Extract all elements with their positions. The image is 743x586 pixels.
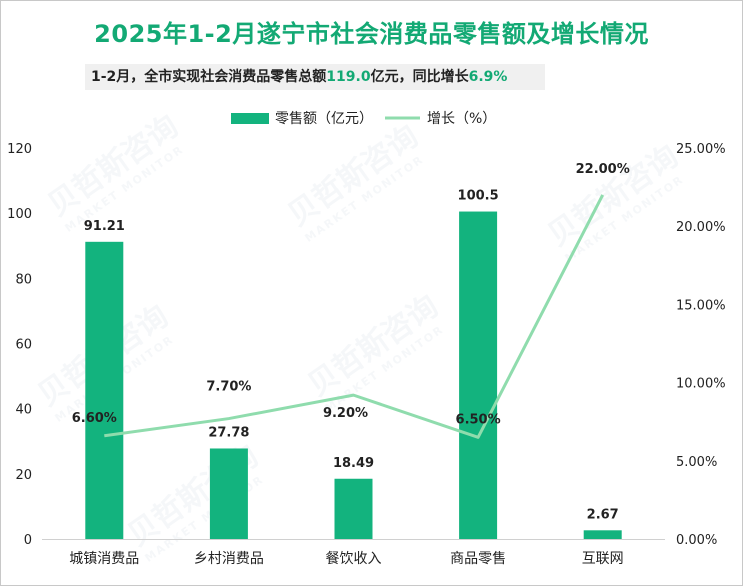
growth-value-label: 7.70% — [206, 380, 251, 395]
bar — [583, 530, 622, 539]
y-left-tick-label: 40 — [15, 403, 32, 418]
y-right-tick-label: 15.00% — [676, 298, 726, 313]
y-left-tick-label: 20 — [15, 468, 32, 483]
bar — [334, 478, 373, 539]
bar-value-label: 2.67 — [587, 507, 619, 522]
y-left-tick-label: 100 — [7, 207, 32, 222]
y-left-tick-label: 0 — [24, 533, 32, 548]
legend-line-label: 增长（%） — [427, 111, 496, 127]
y-right-tick-label: 25.00% — [676, 142, 726, 157]
y-right-tick-label: 0.00% — [676, 533, 717, 548]
bar — [209, 448, 248, 539]
bar-value-label: 91.21 — [84, 219, 125, 234]
summary-banner: 1-2月，全市实现社会消费品零售总额119.0亿元，同比增长6.9% — [85, 64, 545, 90]
x-category-label: 城镇消费品 — [69, 551, 139, 567]
summary-prefix: 1-2月，全市实现社会消费品零售总额 — [91, 69, 327, 85]
summary-growth: 6.9% — [468, 69, 508, 85]
bar — [85, 241, 124, 539]
growth-value-label: 22.00% — [576, 162, 630, 177]
y-left-tick-label: 60 — [15, 338, 32, 353]
growth-value-label: 9.20% — [323, 406, 368, 421]
summary-amount: 119.0 — [326, 69, 371, 85]
bar-value-label: 27.78 — [208, 425, 249, 440]
summary-mid: 亿元，同比增长 — [370, 69, 469, 85]
growth-series-line — [104, 194, 605, 439]
x-category-label: 餐饮收入 — [326, 551, 382, 567]
bar-value-label: 18.49 — [333, 456, 374, 471]
growth-value-label: 6.50% — [456, 412, 501, 427]
y-right-tick-label: 20.00% — [676, 220, 726, 235]
legend-bar-swatch — [231, 113, 269, 124]
legend-bar-label: 零售额（亿元） — [275, 111, 373, 127]
chart-title: 2025年1-2月遂宁市社会消费品零售额及增长情况 — [94, 20, 649, 48]
bar-value-label: 100.5 — [458, 189, 499, 204]
y-right-tick-label: 5.00% — [676, 455, 717, 470]
x-category-label: 商品零售 — [450, 551, 506, 567]
y-left-tick-label: 120 — [7, 142, 32, 157]
y-left-tick-label: 80 — [15, 272, 32, 287]
bar — [459, 211, 498, 539]
x-category-label: 互联网 — [582, 551, 624, 567]
y-right-tick-label: 10.00% — [676, 377, 726, 392]
x-category-label: 乡村消费品 — [194, 551, 264, 567]
growth-value-label: 6.60% — [72, 411, 117, 426]
